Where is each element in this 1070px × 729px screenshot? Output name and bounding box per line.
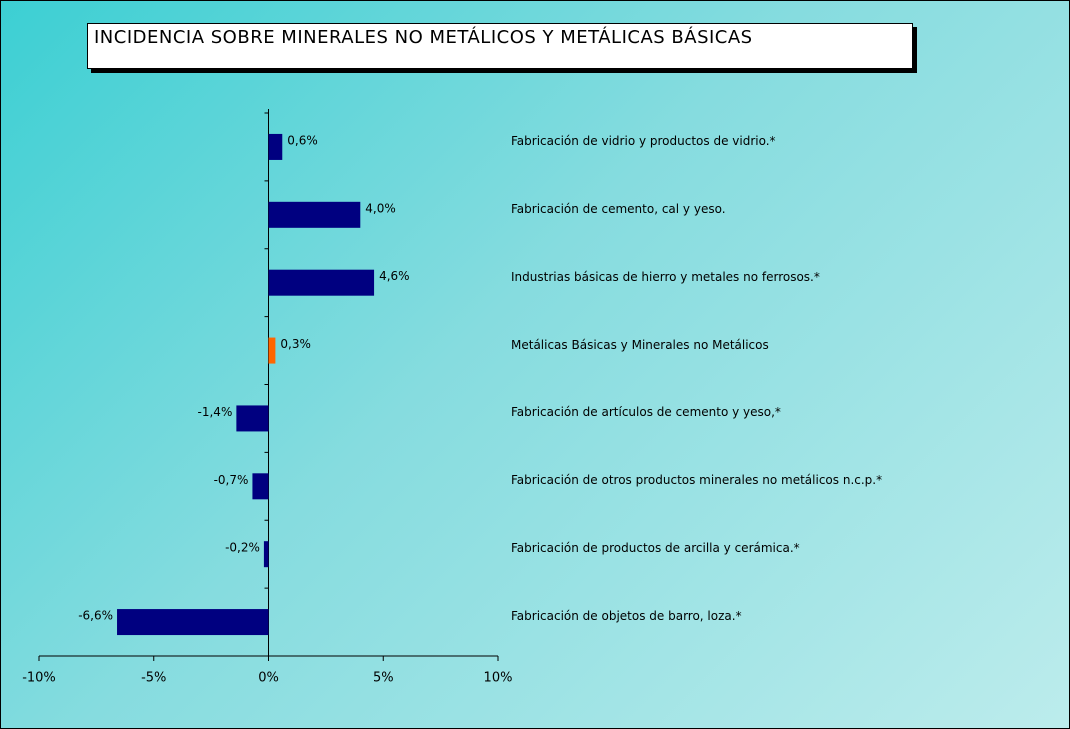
bar — [236, 405, 269, 432]
bar — [117, 609, 269, 636]
bar — [252, 473, 269, 500]
value-label: -6,6% — [78, 609, 113, 623]
category-label: Industrias básicas de hierro y metales n… — [511, 269, 820, 284]
chart-title: INCIDENCIA SOBRE MINERALES NO METÁLICOS … — [87, 23, 913, 69]
value-label: -1,4% — [198, 405, 233, 419]
bar — [263, 541, 269, 568]
category-label: Metálicas Básicas y Minerales no Metálic… — [511, 337, 769, 352]
value-label: -0,7% — [214, 473, 249, 487]
category-label: Fabricación de cemento, cal y yeso. — [511, 201, 726, 216]
category-label: Fabricación de productos de arcilla y ce… — [511, 541, 800, 556]
value-label: 0,3% — [280, 337, 311, 351]
x-tick-label: 5% — [373, 671, 394, 686]
bar — [268, 201, 361, 228]
category-label: Fabricación de vidrio y productos de vid… — [511, 133, 776, 148]
category-label: Fabricación de artículos de cemento y ye… — [511, 405, 781, 420]
value-label: 0,6% — [287, 133, 318, 147]
x-tick-label: -10% — [22, 671, 56, 686]
x-tick-label: 0% — [258, 671, 279, 686]
bar — [268, 269, 375, 296]
x-tick-label: 10% — [484, 671, 513, 686]
bar — [268, 337, 276, 364]
value-label: -0,2% — [225, 541, 260, 555]
category-label: Fabricación de objetos de barro, loza.* — [511, 609, 742, 624]
value-label: 4,6% — [379, 269, 410, 283]
x-tick-label: -5% — [141, 671, 166, 686]
category-label: Fabricación de otros productos minerales… — [511, 473, 883, 488]
bar — [268, 133, 283, 160]
value-label: 4,0% — [365, 201, 396, 215]
